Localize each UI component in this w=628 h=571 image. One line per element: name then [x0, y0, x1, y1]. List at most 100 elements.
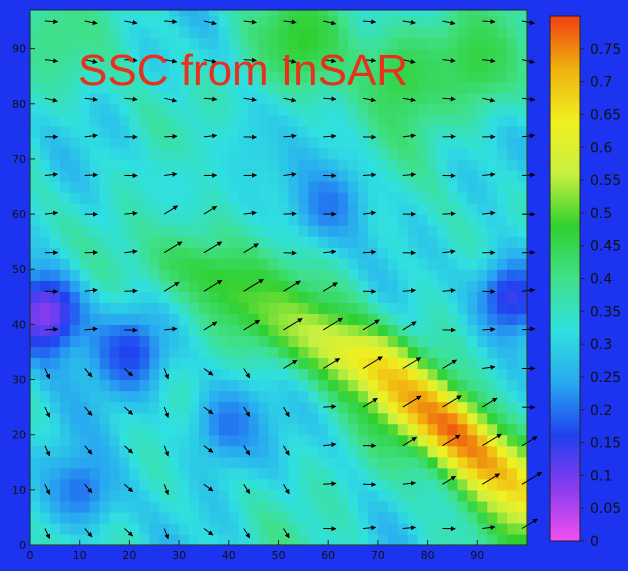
- heatmap-cell: [248, 70, 260, 83]
- heatmap-cell: [298, 269, 309, 281]
- heatmap-cell: [377, 81, 389, 94]
- heatmap-cell: [367, 158, 379, 171]
- heatmap-cell: [49, 48, 61, 61]
- heatmap-cell: [358, 203, 369, 215]
- heatmap-cell: [477, 81, 488, 94]
- heatmap-cell: [99, 401, 111, 414]
- vector-arrow: [442, 20, 456, 26]
- heatmap-cell: [417, 258, 429, 270]
- heatmap-cell: [358, 368, 369, 381]
- heatmap-cell: [79, 511, 91, 524]
- heatmap-cell: [189, 489, 200, 502]
- heatmap-cell: [109, 147, 121, 160]
- heatmap-cell: [30, 15, 41, 28]
- vector-arrow: [283, 211, 297, 217]
- heatmap-cell: [159, 280, 170, 292]
- heatmap-cell: [377, 26, 389, 39]
- heatmap-cell: [139, 269, 150, 281]
- heatmap-cell: [358, 489, 369, 502]
- heatmap-cell: [427, 147, 439, 160]
- heatmap-cell: [477, 114, 488, 127]
- heatmap-cell: [497, 269, 508, 281]
- heatmap-cell: [59, 103, 71, 116]
- heatmap-cell: [407, 15, 419, 28]
- heatmap-cell: [268, 357, 280, 370]
- heatmap-cell: [288, 478, 299, 491]
- heatmap-cell: [198, 103, 210, 116]
- heatmap-cell: [198, 203, 210, 215]
- heatmap-cell: [377, 522, 389, 535]
- heatmap-cell: [49, 192, 61, 204]
- heatmap-cell: [228, 357, 240, 370]
- heatmap-cell: [417, 92, 429, 105]
- heatmap-cell: [338, 533, 349, 546]
- heatmap-cell: [79, 467, 91, 480]
- heatmap-cell: [59, 302, 71, 314]
- heatmap-cell: [377, 291, 389, 303]
- heatmap-cell: [367, 335, 379, 348]
- heatmap-cell: [437, 313, 449, 325]
- heatmap-cell: [208, 390, 220, 403]
- heatmap-cell: [437, 136, 449, 149]
- heatmap-cell: [497, 533, 508, 546]
- heatmap-cell: [248, 125, 260, 138]
- heatmap-cell: [169, 533, 180, 546]
- heatmap-cell: [278, 291, 290, 303]
- heatmap-cell: [308, 357, 319, 370]
- heatmap-cell: [179, 291, 190, 303]
- heatmap-cell: [367, 114, 379, 127]
- heatmap-cell: [348, 478, 359, 491]
- heatmap-cell: [129, 500, 140, 513]
- heatmap-cell: [298, 434, 309, 447]
- heatmap-cell: [99, 192, 111, 204]
- heatmap-cell: [149, 511, 160, 524]
- heatmap-cell: [268, 324, 280, 337]
- heatmap-cell: [407, 180, 419, 193]
- heatmap-cell: [218, 103, 230, 116]
- heatmap-cell: [457, 500, 468, 513]
- heatmap-cell: [298, 280, 309, 292]
- heatmap-cell: [328, 158, 339, 171]
- vector-arrow: [402, 288, 416, 294]
- heatmap-cell: [258, 478, 270, 491]
- heatmap-cell: [467, 103, 478, 116]
- heatmap-cell: [39, 467, 51, 480]
- heatmap-cell: [497, 236, 508, 248]
- heatmap-cell: [328, 445, 339, 458]
- heatmap-cell: [30, 81, 41, 94]
- heatmap-cell: [318, 203, 329, 215]
- heatmap-cell: [358, 258, 369, 270]
- heatmap-cell: [268, 313, 280, 325]
- heatmap-cell: [179, 434, 190, 447]
- heatmap-cell: [298, 445, 309, 458]
- heatmap-cell: [278, 511, 290, 524]
- vector-arrow: [482, 433, 502, 447]
- heatmap-cell: [387, 478, 399, 491]
- heatmap-cell: [298, 37, 309, 50]
- heatmap-cell: [397, 180, 409, 193]
- heatmap-cell: [99, 302, 111, 314]
- vector-arrow: [84, 445, 93, 455]
- heatmap-cell: [39, 335, 51, 348]
- heatmap-cell: [298, 158, 309, 171]
- heatmap-cell: [387, 125, 399, 138]
- heatmap-cell: [30, 423, 41, 436]
- heatmap-cell: [278, 269, 290, 281]
- heatmap-cell: [328, 48, 339, 61]
- heatmap-cell: [328, 114, 339, 127]
- heatmap-cell: [89, 70, 101, 83]
- heatmap-cell: [477, 192, 488, 204]
- heatmap-cell: [377, 203, 389, 215]
- heatmap-cell: [328, 533, 339, 546]
- heatmap-cell: [377, 500, 389, 513]
- heatmap-cell: [208, 478, 220, 491]
- heatmap-cell: [457, 522, 468, 535]
- heatmap-cell: [268, 26, 280, 39]
- heatmap-cell: [407, 401, 419, 414]
- heatmap-cell: [228, 346, 240, 359]
- heatmap-cell: [348, 81, 359, 94]
- heatmap-cell: [348, 434, 359, 447]
- heatmap-cell: [288, 37, 299, 50]
- heatmap-cell: [139, 180, 150, 193]
- heatmap-cell: [338, 456, 349, 469]
